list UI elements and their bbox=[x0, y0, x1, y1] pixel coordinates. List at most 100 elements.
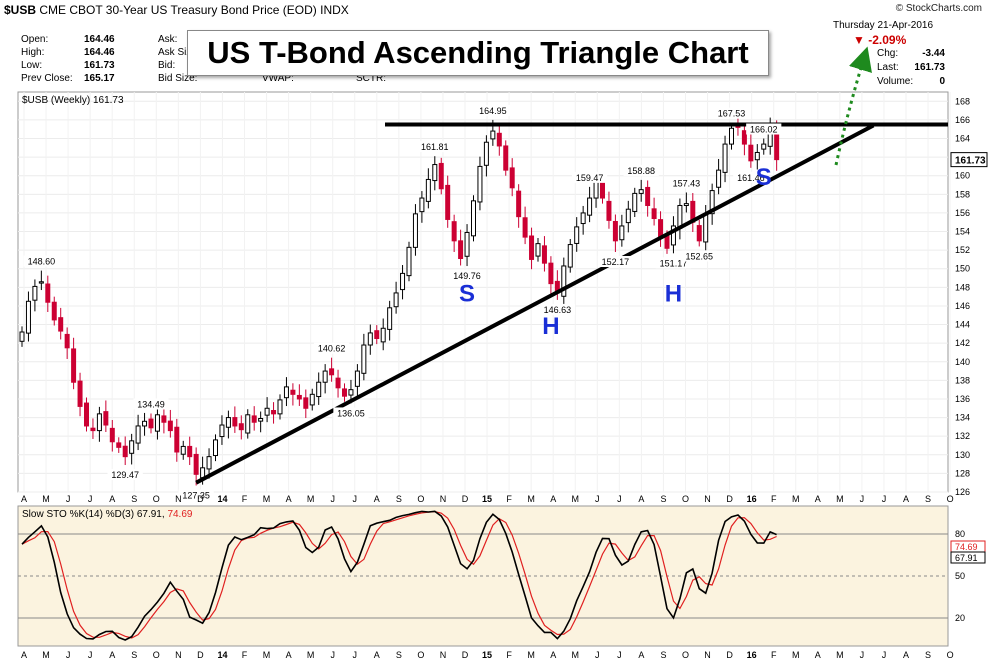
candle-body bbox=[206, 456, 212, 470]
x-tick-label: J bbox=[66, 650, 71, 660]
y-tick-label: 138 bbox=[955, 375, 970, 385]
annotation-bg bbox=[449, 270, 485, 282]
annotation-bg bbox=[107, 469, 143, 481]
candle-body bbox=[45, 283, 51, 303]
quote-chg-value: -3.44 bbox=[922, 48, 945, 59]
x-tick-label: M bbox=[307, 494, 315, 504]
price-annotation: 146.63 bbox=[544, 305, 572, 315]
candle-body bbox=[716, 169, 722, 188]
candle-body bbox=[541, 245, 547, 264]
x-tick-label: J bbox=[595, 494, 600, 504]
candle-body bbox=[748, 144, 754, 162]
y-tick-label: 148 bbox=[955, 282, 970, 292]
price-legend: $USB (Weekly) 161.73 bbox=[22, 95, 124, 106]
x-tick-label: S bbox=[925, 494, 931, 504]
x-tick-label: F bbox=[242, 494, 248, 504]
candle-body bbox=[238, 423, 244, 431]
x-tick-label: A bbox=[21, 650, 27, 660]
x-tick-label: N bbox=[440, 650, 447, 660]
candle-body bbox=[419, 197, 425, 213]
x-tick-label: A bbox=[286, 650, 292, 660]
candle-body bbox=[245, 414, 251, 434]
quote-bid-label: Bid: bbox=[158, 60, 176, 71]
candle-body bbox=[361, 344, 367, 374]
candle-body bbox=[503, 145, 509, 171]
x-tick-label: M bbox=[792, 494, 800, 504]
exchange: INDX bbox=[320, 3, 349, 17]
candle-body bbox=[271, 410, 277, 415]
candle-body bbox=[548, 262, 554, 285]
x-tick-label: S bbox=[925, 650, 931, 660]
x-tick-label: 15 bbox=[482, 650, 492, 660]
x-tick-label: N bbox=[175, 650, 182, 660]
price-annotation: 159.47 bbox=[576, 173, 604, 183]
candle-body bbox=[567, 244, 573, 268]
stochastic-level-label: 20 bbox=[955, 613, 965, 623]
x-tick-label: 16 bbox=[747, 494, 757, 504]
candle-body bbox=[490, 130, 496, 140]
candle-body bbox=[722, 143, 728, 173]
candle-body bbox=[574, 226, 580, 244]
x-tick-label: J bbox=[882, 650, 887, 660]
x-tick-label: D bbox=[462, 494, 469, 504]
x-tick-label: J bbox=[882, 494, 887, 504]
candle-body bbox=[561, 265, 567, 297]
y-tick-label: 156 bbox=[955, 208, 970, 218]
candle-body bbox=[380, 327, 386, 343]
x-tick-label: S bbox=[131, 650, 137, 660]
stochastic-d-tag: 74.69 bbox=[955, 542, 978, 552]
forecast-arrow bbox=[834, 46, 872, 166]
price-annotation: 140.62 bbox=[318, 344, 346, 354]
x-tick-label: A bbox=[550, 650, 556, 660]
x-tick-label: F bbox=[506, 494, 512, 504]
x-tick-label: M bbox=[527, 494, 535, 504]
y-tick-label: 160 bbox=[955, 171, 970, 181]
price-annotation: 152.65 bbox=[685, 251, 713, 261]
candle-body bbox=[342, 388, 347, 397]
x-tick-label: M bbox=[307, 650, 315, 660]
brand-watermark: © StockCharts.com bbox=[895, 3, 982, 14]
support-trendline bbox=[195, 123, 875, 485]
x-tick-label: M bbox=[42, 494, 50, 504]
candle-body bbox=[400, 272, 406, 291]
candle-body bbox=[387, 307, 393, 330]
x-tick-label: M bbox=[263, 650, 271, 660]
stochastic-d-line bbox=[21, 510, 777, 639]
candle-body bbox=[19, 331, 25, 342]
y-tick-label: 154 bbox=[955, 227, 970, 237]
price-annotation: 158.88 bbox=[627, 166, 655, 176]
x-tick-label: A bbox=[903, 494, 909, 504]
candle-body bbox=[580, 212, 586, 225]
annotation-bg bbox=[655, 257, 692, 269]
x-tick-label: M bbox=[792, 650, 800, 660]
annotation-bg bbox=[178, 489, 214, 501]
price-annotation: 157.43 bbox=[673, 178, 701, 188]
x-tick-label: S bbox=[131, 494, 137, 504]
candle-body bbox=[219, 424, 225, 438]
candle-body bbox=[180, 445, 186, 455]
candle-body bbox=[632, 192, 638, 212]
annotation-bg bbox=[475, 104, 511, 116]
candle-body bbox=[25, 300, 31, 334]
x-tick-label: D bbox=[726, 650, 733, 660]
price-panel bbox=[17, 91, 949, 493]
candle-body bbox=[122, 445, 128, 458]
annotation-bg bbox=[668, 177, 704, 189]
annotation-bg bbox=[314, 342, 350, 354]
description: CME CBOT 30-Year US Treasury Bond Price … bbox=[39, 3, 317, 17]
candle-body bbox=[187, 445, 193, 458]
x-tick-label: S bbox=[660, 494, 666, 504]
x-tick-label: O bbox=[682, 494, 689, 504]
candle-body bbox=[496, 132, 502, 147]
x-tick-label: D bbox=[197, 650, 204, 660]
stochastic-legend: Slow STO %K(14) %D(3) 67.91, 74.69 bbox=[22, 509, 193, 520]
y-tick-label: 126 bbox=[955, 487, 970, 497]
y-tick-label: 128 bbox=[955, 468, 970, 478]
x-tick-label: 14 bbox=[217, 650, 227, 660]
annotation-bg bbox=[733, 171, 769, 183]
quote-open-label: Open: bbox=[21, 34, 49, 45]
candle-body bbox=[174, 426, 180, 453]
annotation-bg bbox=[681, 250, 717, 262]
x-tick-label: A bbox=[903, 650, 909, 660]
candle-body bbox=[32, 285, 38, 301]
